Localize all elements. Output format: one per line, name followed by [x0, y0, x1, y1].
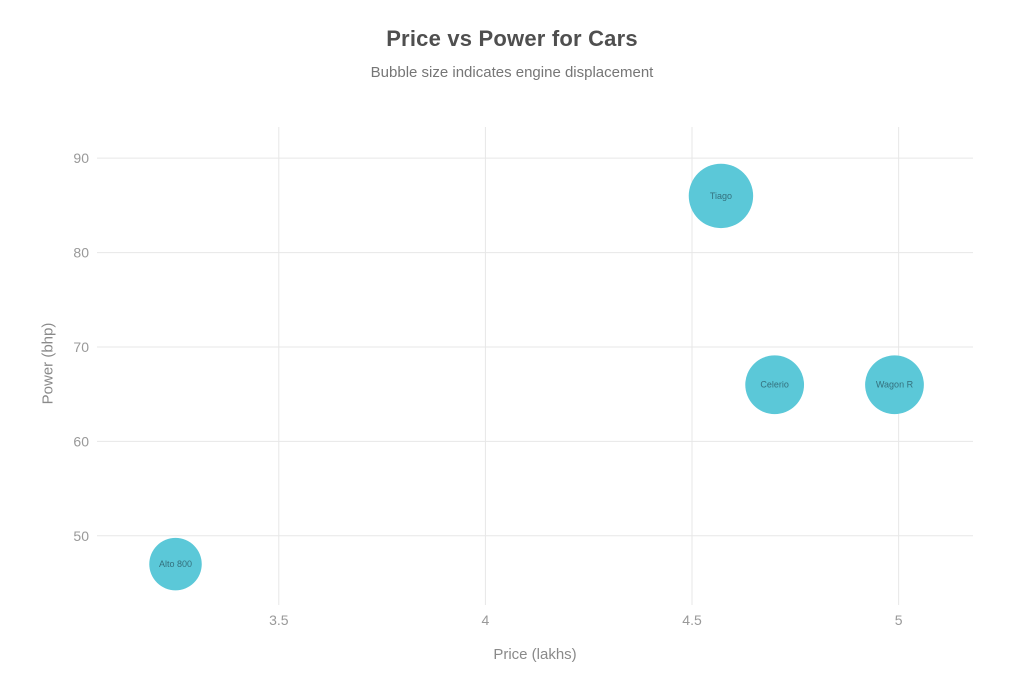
bubble-label: Celerio	[760, 380, 789, 390]
y-tick-label: 60	[73, 433, 89, 449]
x-tick-label: 5	[895, 612, 903, 628]
bubble-tiago[interactable]	[688, 163, 754, 229]
chart-subtitle: Bubble size indicates engine displacemen…	[370, 64, 654, 81]
y-tick-label: 70	[73, 339, 89, 355]
x-tick-label: 3.5	[269, 612, 289, 628]
bubble-wagon-r[interactable]	[865, 355, 924, 415]
x-axis-title: Price (lakhs)	[493, 646, 577, 663]
x-tick-label: 4	[482, 612, 490, 628]
y-tick-label: 90	[73, 150, 89, 166]
bubble-alto-800[interactable]	[149, 537, 202, 591]
bubble-label: Wagon R	[876, 380, 914, 390]
chart-title: Price vs Power for Cars	[386, 26, 638, 51]
x-tick-label: 4.5	[682, 612, 702, 628]
bubble-label: Alto 800	[159, 559, 192, 569]
y-tick-label: 50	[73, 528, 89, 544]
y-tick-label: 80	[73, 245, 89, 261]
y-axis-title: Power (bhp)	[39, 322, 57, 405]
bubble-label: Tiago	[710, 191, 732, 201]
bubble-celerio[interactable]	[745, 355, 805, 415]
